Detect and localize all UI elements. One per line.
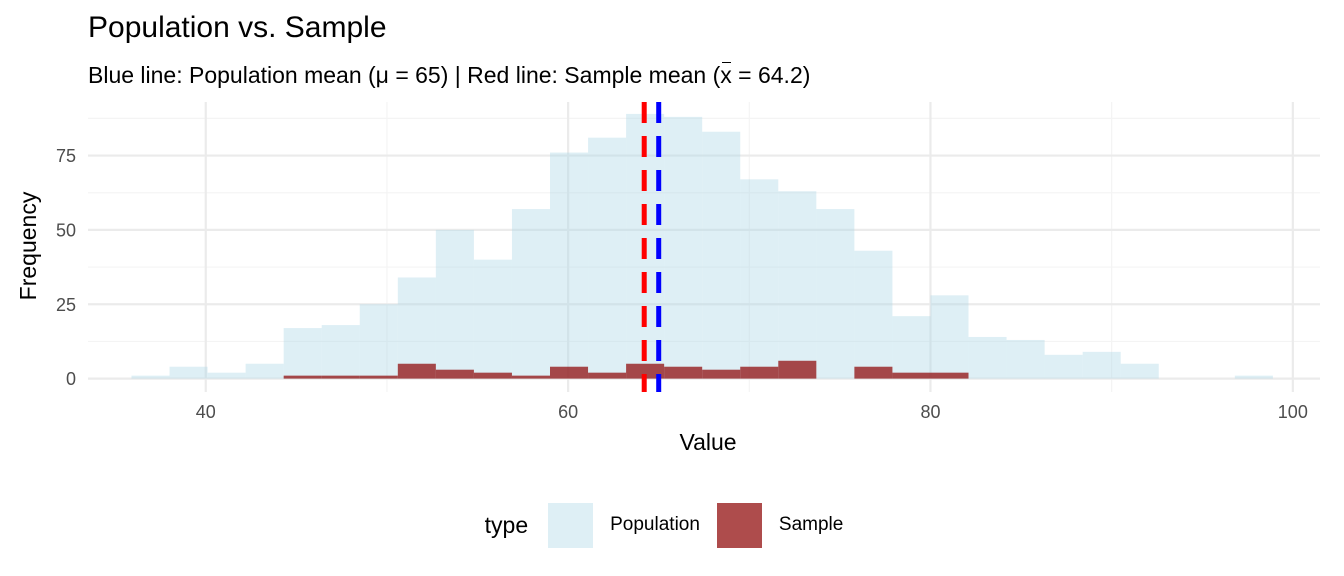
- legend-item-sample: Sample: [716, 502, 860, 548]
- chart-title: Population vs. Sample: [88, 11, 387, 44]
- y-tick-label: 25: [56, 295, 76, 315]
- sample-bar: [473, 372, 512, 379]
- y-tick-label: 50: [56, 220, 76, 240]
- population-bar: [930, 295, 969, 379]
- population-bar: [1120, 363, 1159, 379]
- y-axis-label: Frequency: [15, 191, 41, 300]
- sample-bar: [359, 375, 398, 379]
- sample-bar: [283, 375, 322, 379]
- sample-bar: [550, 366, 589, 379]
- population-bar: [1234, 375, 1273, 379]
- sample-bar: [778, 360, 817, 379]
- population-bar: [892, 316, 931, 379]
- subtitle-text-after: = 64.2): [731, 62, 811, 88]
- chart-subtitle: Blue line: Population mean (μ = 65) | Re…: [88, 58, 810, 92]
- y-tick-label: 0: [66, 369, 76, 389]
- legend-label-population: Population: [610, 514, 700, 535]
- legend-swatch-population: [548, 502, 594, 548]
- population-bar: [207, 372, 246, 379]
- population-bar: [1006, 339, 1045, 379]
- population-bars: [131, 113, 1273, 379]
- mean-lines: [641, 102, 662, 392]
- x-tick-label: 100: [1278, 402, 1308, 422]
- sample-bar: [511, 375, 550, 379]
- population-bar: [588, 137, 627, 379]
- population-bar: [968, 336, 1007, 379]
- population-bar: [1082, 351, 1121, 379]
- population-bar: [245, 363, 284, 379]
- sample-bar: [740, 366, 779, 379]
- population-bar: [854, 250, 893, 379]
- sample-bar: [321, 375, 360, 379]
- population-bar: [435, 229, 474, 379]
- sample-bar: [664, 366, 703, 379]
- sample-bar: [397, 363, 436, 379]
- population-bar: [816, 209, 855, 379]
- population-bar: [473, 259, 512, 379]
- population-bar: [550, 152, 589, 379]
- sample-bars: [283, 360, 969, 379]
- x-axis-label: Value: [679, 429, 736, 455]
- x-tick-label: 60: [558, 402, 578, 422]
- legend-item-population: Population: [548, 502, 717, 548]
- population-bar: [778, 191, 817, 379]
- y-tick-label: 75: [56, 146, 76, 166]
- population-bar: [740, 179, 779, 379]
- legend-swatch-sample: [716, 502, 762, 548]
- sample-bar: [435, 369, 474, 379]
- population-bar: [131, 375, 170, 379]
- sample-bar: [626, 363, 665, 379]
- population-bar: [1044, 354, 1083, 379]
- axis-tick-labels: 40 60 80 100 0 25 50 75: [56, 146, 1308, 422]
- population-bar: [169, 366, 208, 379]
- legend-label-sample: Sample: [778, 514, 844, 535]
- subtitle-text-before: Blue line: Population mean (μ = 65) | Re…: [88, 62, 721, 88]
- x-tick-label: 40: [196, 402, 216, 422]
- sample-bar: [930, 372, 969, 379]
- population-bar: [664, 116, 703, 379]
- population-bar: [321, 325, 360, 379]
- legend: type Population Sample: [0, 500, 1344, 550]
- sample-bar: [854, 366, 893, 379]
- population-bar: [359, 304, 398, 379]
- population-bar: [283, 328, 322, 379]
- legend-title: type: [484, 511, 529, 538]
- sample-bar: [892, 372, 931, 379]
- population-bar: [397, 277, 436, 379]
- population-bar: [702, 131, 741, 379]
- sample-bar: [588, 372, 627, 379]
- x-tick-label: 80: [920, 402, 940, 422]
- population-bar: [511, 209, 550, 379]
- x-bar-symbol: x: [720, 58, 732, 92]
- sample-bar: [702, 369, 741, 379]
- histogram-plot: 40 60 80 100 0 25 50 75 Value Frequency: [15, 102, 1320, 455]
